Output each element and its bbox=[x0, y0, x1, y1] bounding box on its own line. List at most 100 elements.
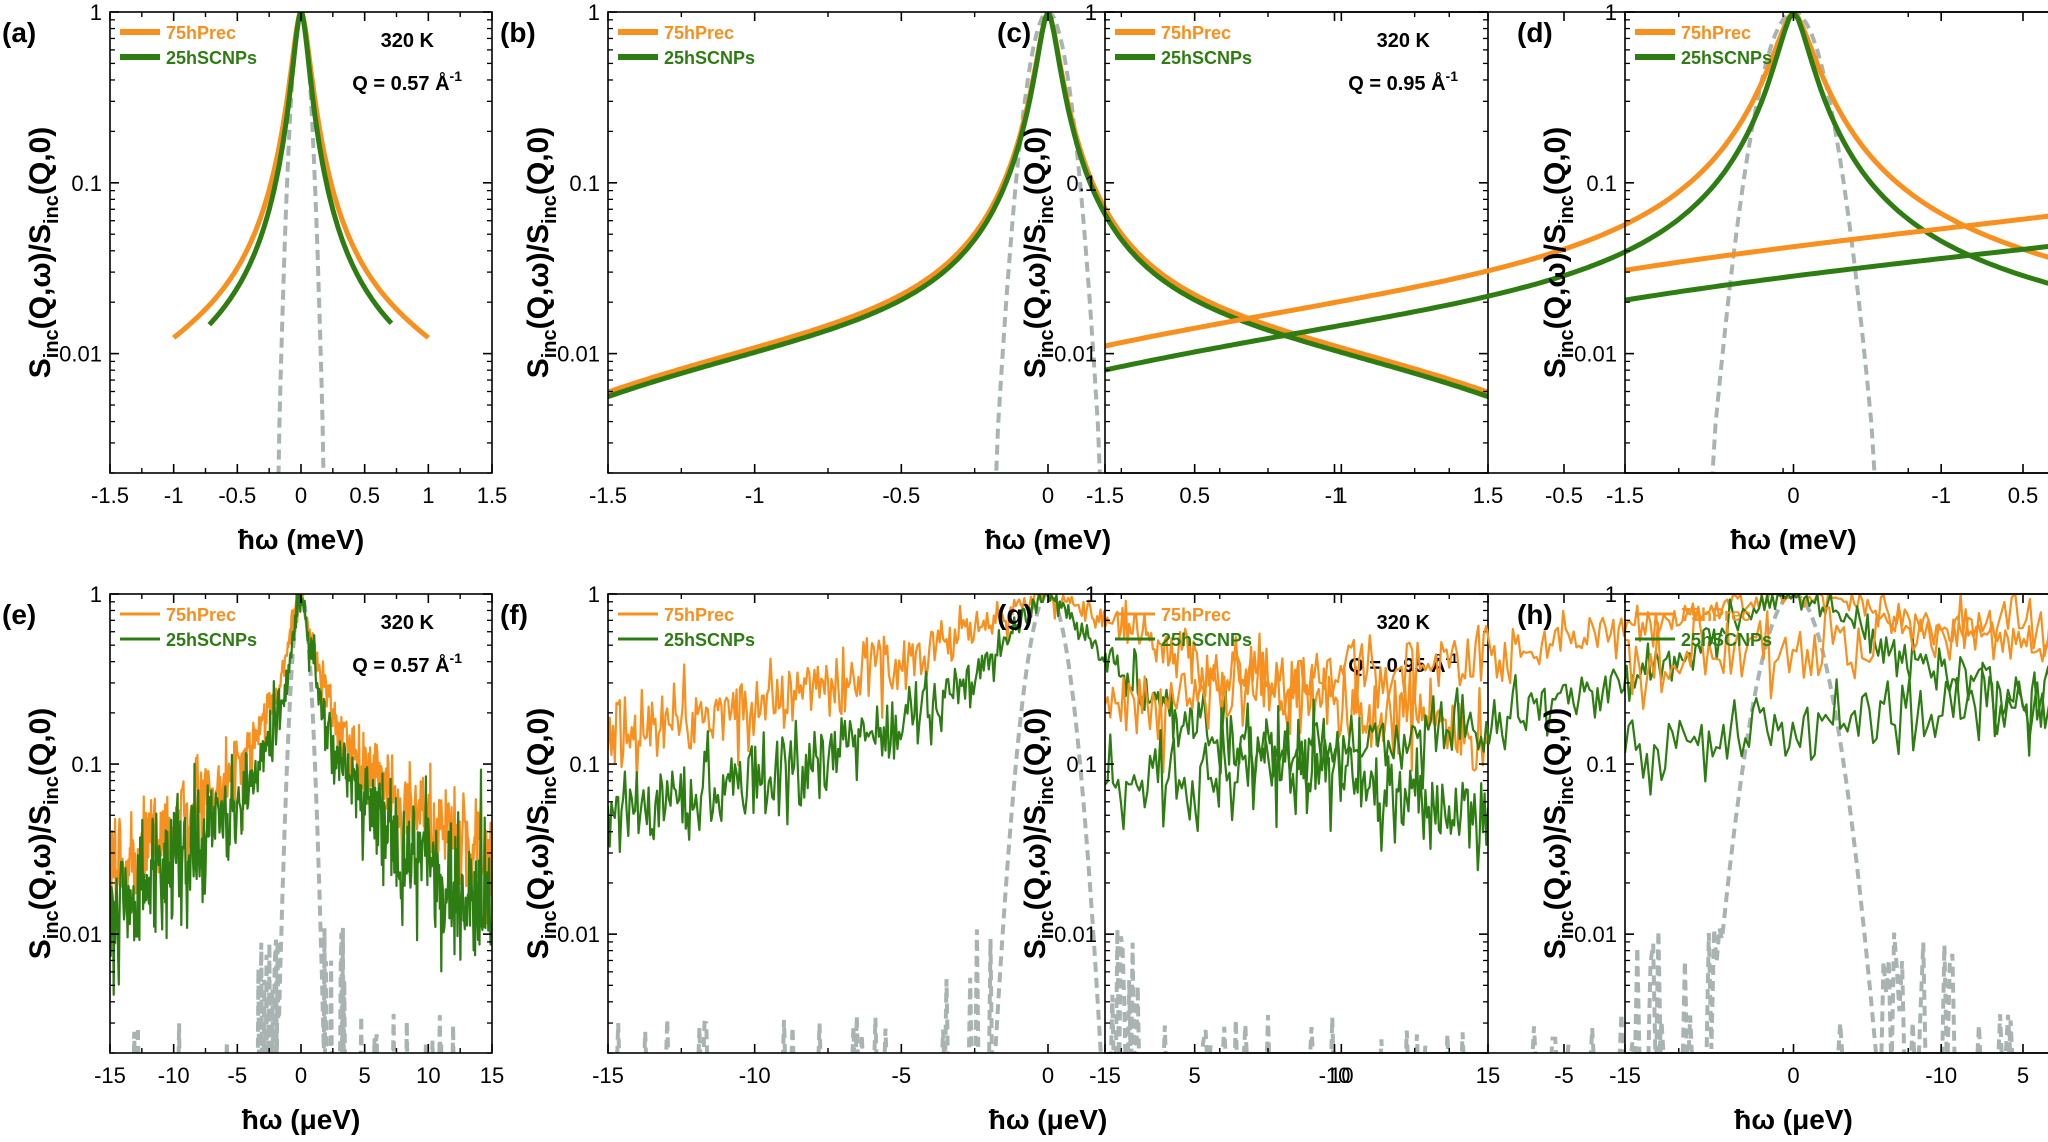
y-tick-label: 1 bbox=[90, 582, 102, 607]
y-label-part: (Q,0) bbox=[1019, 127, 1052, 195]
legend-label-25hSCNPs: 25hSCNPs bbox=[1681, 48, 1772, 68]
x-tick-label: 5 bbox=[359, 1063, 371, 1088]
y-label-sub: inc bbox=[1036, 776, 1058, 805]
y-label-part: (Q,ω)/S bbox=[1019, 805, 1052, 910]
panel-label: (e) bbox=[2, 599, 36, 630]
x-tick-label: 0 bbox=[295, 483, 307, 508]
legend-label-75hPrec: 75hPrec bbox=[664, 23, 734, 43]
x-tick-label: -5 bbox=[1554, 1063, 1574, 1088]
q-exponent: -1 bbox=[450, 650, 463, 666]
legend-label-75hPrec: 75hPrec bbox=[166, 23, 236, 43]
curves bbox=[1105, 12, 2048, 473]
y-tick-label: 1 bbox=[1605, 582, 1617, 607]
y-label-part: (Q,0) bbox=[24, 708, 57, 776]
y-label-sub: inc bbox=[41, 329, 63, 358]
x-tick-label: 0 bbox=[1042, 1063, 1054, 1088]
y-axis-label: Sinc(Q,ω)/Sinc(Q,0) bbox=[522, 708, 561, 960]
x-tick-label: 1.5 bbox=[477, 483, 508, 508]
legend-label-25hSCNPs: 25hSCNPs bbox=[1161, 630, 1252, 650]
x-tick-label: 0 bbox=[295, 1063, 307, 1088]
x-tick-label: 0.5 bbox=[2008, 483, 2039, 508]
panel-c: -1.5 -1 -0.5 0 0.5 1 1.5 0.01 0.1 1 75hPrec 25hSCNP… bbox=[997, 0, 2048, 555]
axes-frame bbox=[1624, 593, 2048, 1054]
x-tick-label: 15 bbox=[480, 1063, 504, 1088]
x-tick-label: -5 bbox=[892, 1063, 912, 1088]
panel-label: (d) bbox=[1517, 17, 1553, 48]
legend-label-25hSCNPs: 25hSCNPs bbox=[1681, 630, 1772, 650]
x-tick-label: 15 bbox=[1476, 1063, 1500, 1088]
panel-b: -1.5 -1 -0.5 0 0.5 1 1.5 0.01 0.1 1 75hPrec 25hSCNP… bbox=[500, 0, 1503, 555]
legend-label-75hPrec: 75hPrec bbox=[1681, 23, 1751, 43]
x-axis-label: ħω (meV) bbox=[238, 524, 364, 555]
y-tick-label: 0.1 bbox=[71, 752, 102, 777]
legend-label-25hSCNPs: 25hSCNPs bbox=[166, 48, 257, 68]
x-tick-label: -1 bbox=[745, 483, 765, 508]
curves bbox=[1105, 594, 2048, 1053]
y-label-part: S bbox=[1539, 358, 1572, 378]
x-tick-label: -5 bbox=[228, 1063, 248, 1088]
series-line-25hSCNPs bbox=[1625, 243, 2048, 303]
q-exponent: -1 bbox=[1446, 68, 1459, 84]
y-label-sub: inc bbox=[1036, 329, 1058, 358]
panel-label: (g) bbox=[997, 599, 1033, 630]
x-tick-label: -15 bbox=[1609, 1063, 1641, 1088]
legend-label-75hPrec: 75hPrec bbox=[1161, 23, 1231, 43]
x-tick-label: 1 bbox=[1335, 483, 1347, 508]
x-tick-label: -0.5 bbox=[218, 483, 256, 508]
x-tick-label: -0.5 bbox=[882, 483, 920, 508]
x-axis-label: ħω (meV) bbox=[1730, 524, 1856, 555]
x-tick-label: 1 bbox=[422, 483, 434, 508]
y-tick-label: 0.1 bbox=[1066, 171, 1097, 196]
x-axis-label: ħω (μeV) bbox=[989, 1104, 1108, 1135]
panel-g: -15-10-50510150.010.1175hPrec25hSCNPs320… bbox=[997, 582, 2048, 1135]
x-tick-label: -10 bbox=[1319, 1063, 1351, 1088]
x-tick-label: 0 bbox=[1042, 483, 1054, 508]
x-tick-label: 5 bbox=[1189, 1063, 1201, 1088]
series-line-75hPrec bbox=[1105, 12, 2048, 349]
y-label-part: (Q,ω)/S bbox=[522, 805, 555, 910]
x-tick-label: 5 bbox=[2017, 1063, 2029, 1088]
y-axis-label: Sinc(Q,ω)/Sinc(Q,0) bbox=[1019, 127, 1058, 379]
x-tick-label: 10 bbox=[416, 1063, 440, 1088]
series-line-75hPrec bbox=[608, 594, 1488, 783]
y-axis-label: Sinc(Q,ω)/Sinc(Q,0) bbox=[1539, 708, 1578, 960]
x-tick-label: -1 bbox=[1325, 483, 1345, 508]
x-tick-label: -1.5 bbox=[1086, 483, 1124, 508]
legend-label-25hSCNPs: 25hSCNPs bbox=[166, 630, 257, 650]
y-label-part: (Q,0) bbox=[1539, 708, 1572, 776]
temperature-annotation: 320 K bbox=[381, 30, 435, 52]
series-line-75hPrec bbox=[1625, 594, 2048, 711]
y-label-part: (Q,ω)/S bbox=[1539, 805, 1572, 910]
series-line-75hPrec bbox=[1625, 213, 2048, 273]
y-label-part: S bbox=[522, 939, 555, 959]
series-line-75hPrec bbox=[608, 12, 1488, 395]
x-tick-label: -10 bbox=[1925, 1063, 1957, 1088]
x-tick-label: -1.5 bbox=[91, 483, 129, 508]
y-axis-label: Sinc(Q,ω)/Sinc(Q,0) bbox=[24, 127, 63, 379]
x-tick-label: -10 bbox=[158, 1063, 190, 1088]
y-label-part: (Q,ω)/S bbox=[1539, 224, 1572, 329]
legend-label-25hSCNPs: 25hSCNPs bbox=[1161, 48, 1252, 68]
y-label-part: (Q,0) bbox=[24, 127, 57, 195]
x-tick-label: 1.5 bbox=[1473, 483, 1504, 508]
y-label-part: (Q,0) bbox=[1539, 127, 1572, 195]
y-tick-label: 0.01 bbox=[1574, 342, 1617, 367]
y-label-part: S bbox=[522, 358, 555, 378]
y-label-part: (Q,0) bbox=[522, 708, 555, 776]
y-tick-label: 0.01 bbox=[1574, 922, 1617, 947]
series-line-25hSCNPs bbox=[1625, 661, 2048, 796]
y-label-sub: inc bbox=[539, 776, 561, 805]
legend-label-75hPrec: 75hPrec bbox=[1161, 605, 1231, 625]
y-label-part: (Q,ω)/S bbox=[1019, 224, 1052, 329]
y-tick-label: 1 bbox=[90, 0, 102, 25]
legend-label-25hSCNPs: 25hSCNPs bbox=[664, 48, 755, 68]
temperature-annotation: 320 K bbox=[381, 612, 435, 634]
series-line-75hPrec bbox=[172, 12, 430, 340]
x-tick-label: -10 bbox=[739, 1063, 771, 1088]
y-tick-label: 1 bbox=[1085, 0, 1097, 25]
q-value: Q = 0.57 Å bbox=[352, 71, 449, 95]
panel-f: -15 -10 -5 0 5 10 15 0.01 0.1 1 75hPrec 25hSCNPs 320… bbox=[500, 582, 1500, 1135]
y-axis-label: Sinc(Q,ω)/Sinc(Q,0) bbox=[522, 127, 561, 379]
panel-d: -1.5-1-0.500.511.50.010.1175hPrec25hSCNP… bbox=[1517, 0, 2048, 508]
x-axis-label: ħω (μeV) bbox=[242, 1104, 361, 1135]
